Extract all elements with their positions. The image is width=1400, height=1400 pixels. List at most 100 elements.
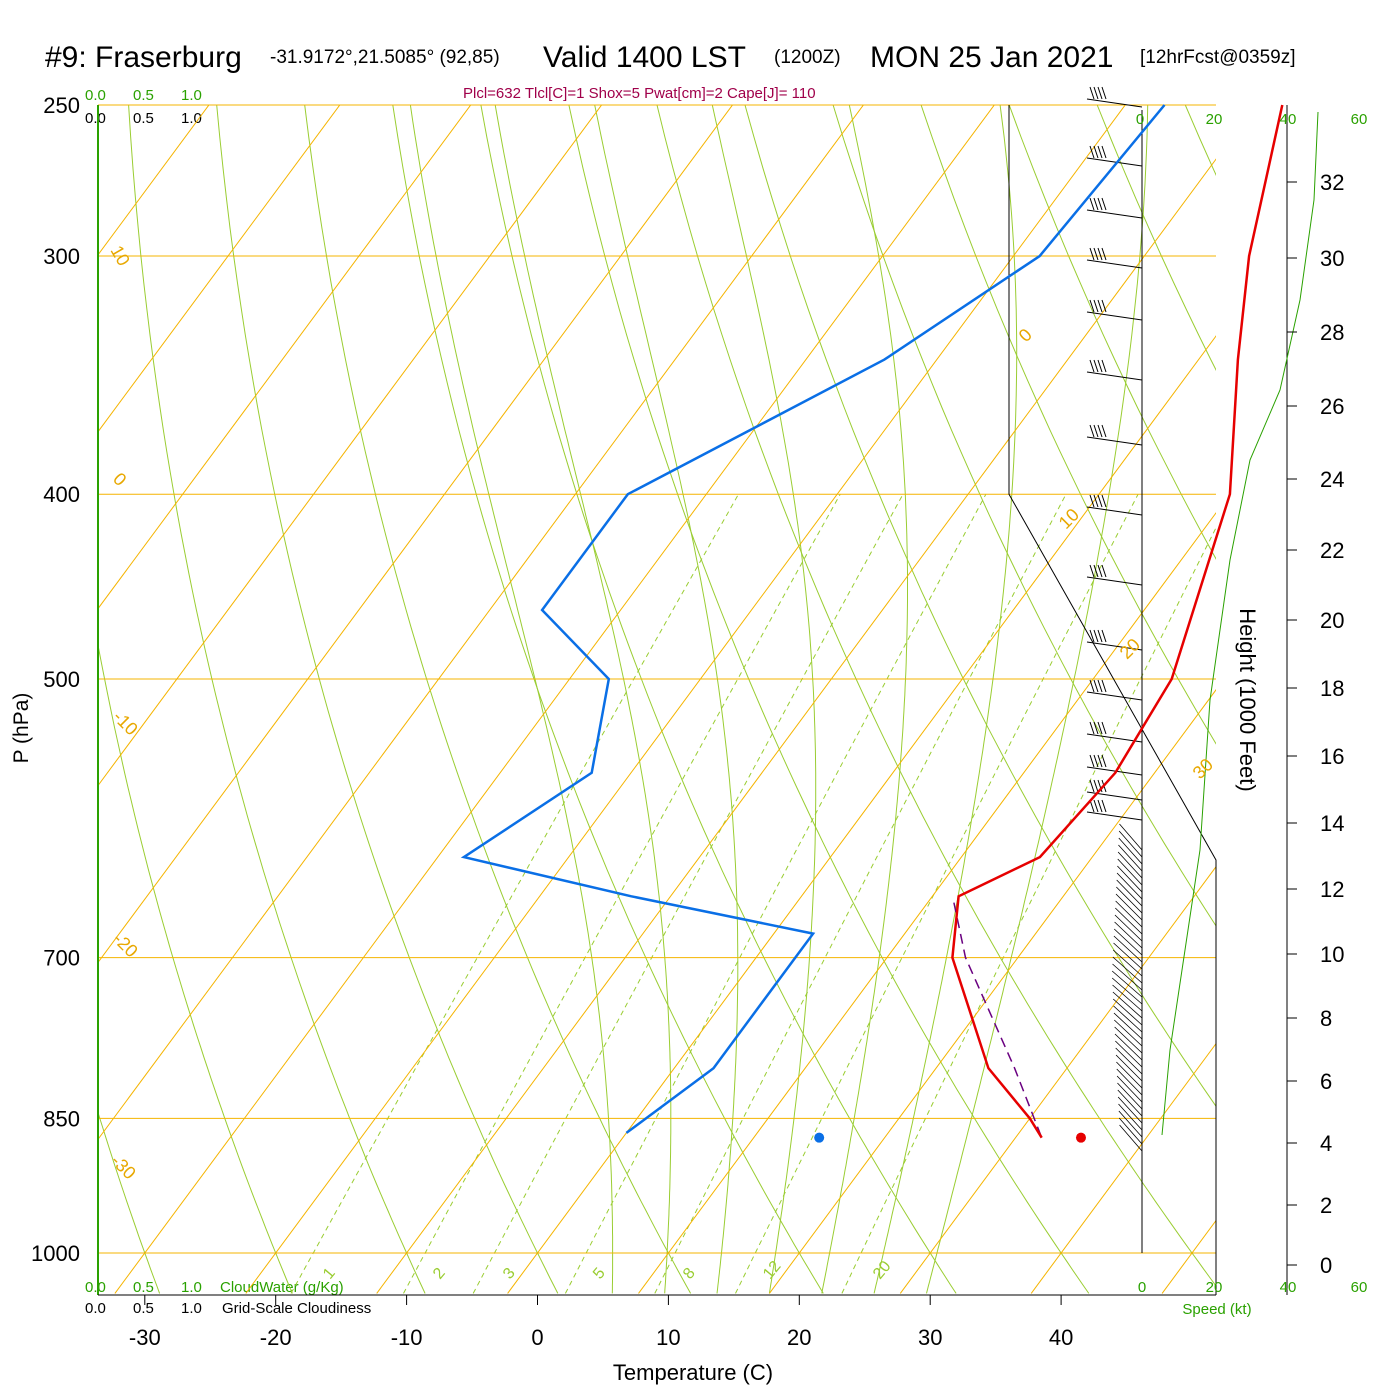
wind-barb-flag xyxy=(1097,494,1103,508)
wind-barb xyxy=(1115,900,1143,928)
wind-barb-flag xyxy=(1089,494,1095,508)
dry-adiabat-line xyxy=(1184,105,1216,177)
cloudiness-tick: 0.5 xyxy=(133,110,154,127)
wind-barb xyxy=(1086,811,1143,821)
isotherm-label: 10 xyxy=(107,242,134,269)
wind-barb-flag xyxy=(1101,494,1107,508)
isotherm-line xyxy=(98,105,734,964)
wind-barb-flag xyxy=(1093,721,1099,735)
isotherm-label: -10 xyxy=(109,707,142,740)
moist-adiabat-line xyxy=(873,105,1018,1294)
height-tick-label: 28 xyxy=(1320,320,1344,345)
wind-barb xyxy=(1114,1026,1143,1054)
forecast-info: [12hrFcst@0359z] xyxy=(1140,47,1296,68)
wind-barb xyxy=(1117,858,1143,886)
wind-barb xyxy=(1118,1103,1143,1131)
speed-tick-bottom: 60 xyxy=(1351,1279,1368,1296)
wind-barb xyxy=(1086,576,1143,586)
cloudiness-tick: 0.0 xyxy=(85,110,106,127)
wind-barb-flag xyxy=(1093,299,1099,313)
cloudiness-tick: 0.0 xyxy=(85,1300,106,1317)
profiles xyxy=(460,104,1284,1143)
wind-barb-flag xyxy=(1101,629,1107,643)
height-tick-label: 22 xyxy=(1320,538,1344,563)
height-tick-label: 30 xyxy=(1320,246,1344,271)
dry-adiabat-line xyxy=(216,105,559,1294)
isotherm-line xyxy=(768,689,1216,1294)
wind-barb xyxy=(1086,157,1143,167)
height-tick-label: 4 xyxy=(1320,1131,1332,1156)
surface-dewpoint-dot xyxy=(814,1132,825,1143)
x-tick-label: 0 xyxy=(531,1325,543,1350)
wind-barb-flag xyxy=(1097,799,1103,813)
surface-temperature-dot xyxy=(1075,1132,1086,1143)
x-tick-label: 20 xyxy=(787,1325,811,1350)
wind-barb xyxy=(1117,1082,1143,1110)
dry-adiabat-line xyxy=(392,105,824,1294)
speed-tick-top: 0 xyxy=(1136,111,1144,128)
wind-barb-flag xyxy=(1097,86,1103,100)
wind-barb xyxy=(1114,1033,1143,1061)
wind-barb xyxy=(1118,830,1143,858)
isotherm-line xyxy=(899,865,1216,1294)
pressure-tick-label: 250 xyxy=(43,93,80,118)
cloud-water-tick: 0.5 xyxy=(133,87,154,104)
isotherm-label: 0 xyxy=(1015,325,1036,346)
valid-date: MON 25 Jan 2021 xyxy=(870,41,1113,74)
x-tick-label: 30 xyxy=(918,1325,942,1350)
cloudiness-label: Grid-Scale Cloudiness xyxy=(222,1300,371,1317)
moist-adiabat-line xyxy=(926,105,1149,1294)
wind-barb-flag xyxy=(1101,299,1107,313)
dry-adiabat-line xyxy=(744,105,1216,1108)
moist-adiabat-line xyxy=(494,105,672,1294)
isotherm-line xyxy=(1030,1042,1216,1294)
speed-tick-top: 40 xyxy=(1280,111,1297,128)
wind-barb-flag xyxy=(1089,86,1095,100)
mixing-ratio-label: 3 xyxy=(500,1265,519,1283)
pressure-tick-label: 700 xyxy=(43,946,80,971)
height-axis-title: Height (1000 Feet) xyxy=(1235,608,1260,791)
mixing-ratio-line xyxy=(654,493,1067,1294)
cloudiness-tick: 0.5 xyxy=(133,1300,154,1317)
wind-barb-flag xyxy=(1101,359,1107,373)
pressure-tick-label: 400 xyxy=(43,482,80,507)
wind-barb-flag xyxy=(1093,754,1099,768)
cloud-scale-bottom: 0.0 0.5 1.0 CloudWater (g/Kg) 0.0 0.5 1.… xyxy=(85,1279,371,1317)
wind-barb-flag xyxy=(1097,629,1103,643)
wind-barb-flag xyxy=(1089,721,1095,735)
isotherm-line xyxy=(98,105,472,610)
wind-barb xyxy=(1086,506,1143,516)
wind-barb-flag xyxy=(1089,779,1095,793)
cloudiness-tick: 1.0 xyxy=(181,1300,202,1317)
dry-adiabat-line xyxy=(0,71,27,1293)
speed-tick-bottom: 20 xyxy=(1206,1279,1223,1296)
wind-barb xyxy=(1086,733,1143,743)
wind-barb xyxy=(1116,872,1143,900)
wind-barb xyxy=(1086,371,1143,381)
wind-barb-flag xyxy=(1093,424,1099,438)
wind-barb-flag xyxy=(1089,197,1095,211)
cloud-water-tick: 0.0 xyxy=(85,87,106,104)
wind-barb xyxy=(1113,1005,1143,1033)
station-coords: -31.9172°,21.5085° (92,85) xyxy=(270,47,500,68)
dry-adiabat-line xyxy=(304,105,692,1294)
wind-barb-flag xyxy=(1101,754,1107,768)
height-tick-label: 16 xyxy=(1320,744,1344,769)
wind-barb xyxy=(1112,963,1143,991)
cloud-scale-top: 0.0 0.5 1.0 0.0 0.5 1.0 xyxy=(85,87,202,127)
wind-barb xyxy=(1116,886,1143,914)
isotherm-line xyxy=(98,105,603,787)
wind-barb xyxy=(1086,691,1143,701)
height-tick-label: 12 xyxy=(1320,877,1344,902)
wind-barb-flag xyxy=(1093,86,1099,100)
dry-adiabat-line xyxy=(1345,71,1400,1293)
wind-barb xyxy=(1117,851,1143,879)
wind-barb xyxy=(1111,977,1143,1005)
wind-barb-flag xyxy=(1101,86,1107,100)
parcel-trace xyxy=(953,902,1043,1138)
wind-barb xyxy=(1086,98,1143,108)
wind-barb xyxy=(1115,1040,1143,1068)
wind-barb-flag xyxy=(1101,799,1107,813)
isotherm-label: 10 xyxy=(1055,505,1083,533)
